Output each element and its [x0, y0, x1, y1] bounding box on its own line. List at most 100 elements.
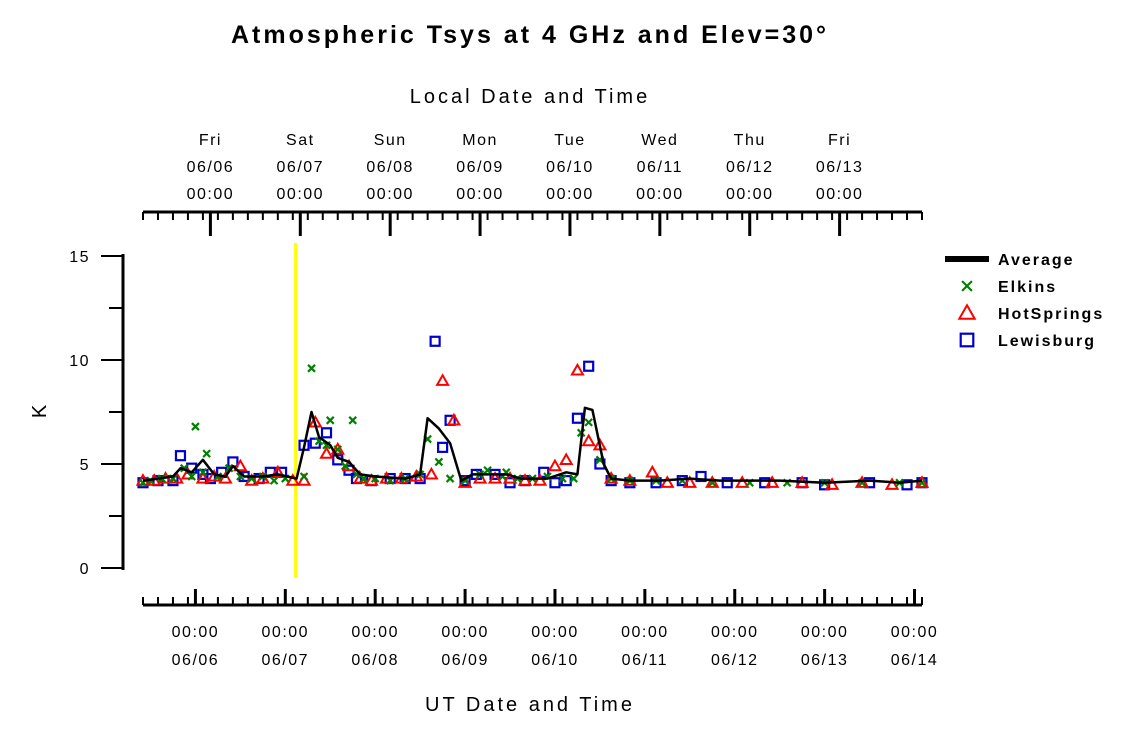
y-axis: 0 5 10 15 — [69, 249, 125, 578]
hotsprings-point — [517, 473, 533, 486]
hotsprings-point — [581, 433, 596, 447]
top-tick-time: 00:00 — [187, 186, 235, 203]
elkins-point — [299, 472, 309, 481]
x-stroke — [340, 461, 350, 471]
top-tick-day: Tue — [554, 132, 585, 149]
lewisburg-point — [174, 450, 187, 462]
hotsprings-point — [233, 458, 248, 472]
elkins-point — [224, 463, 234, 473]
top-tick-time: 00:00 — [546, 186, 594, 203]
hotsprings-point — [435, 373, 450, 386]
hotsprings-point — [570, 362, 585, 376]
hotsprings-point — [195, 471, 211, 484]
bottom-axis-title: UT Date and Time — [425, 694, 635, 716]
top-tick-day: Thu — [734, 132, 766, 149]
x-stroke — [445, 474, 455, 483]
bottom-axis: 00:00 06/06 00:00 06/07 00:00 06/08 00:00 06/09… — [142, 589, 939, 669]
hotsprings-point — [558, 452, 574, 465]
hotsprings-point — [705, 475, 720, 488]
plot-area — [135, 335, 930, 491]
chart-title: Atmospheric Tsys at 4 GHz and Elev=30° — [231, 21, 829, 49]
hotsprings-point — [502, 471, 518, 484]
hotsprings-point — [180, 466, 196, 480]
lewisburg-point — [538, 466, 550, 478]
top-tick-day: Sun — [374, 132, 407, 149]
series-average — [142, 406, 923, 484]
bottom-tick-date: 06/14 — [891, 652, 939, 669]
lewisburg-point — [320, 427, 333, 439]
hotsprings-point — [330, 441, 345, 455]
hotsprings-point — [532, 473, 548, 486]
hotsprings-point — [735, 475, 750, 488]
elkins-point — [191, 422, 200, 431]
top-tick-date: 06/09 — [456, 159, 504, 176]
y-tick-label: 15 — [69, 249, 90, 266]
bottom-tick-date: 06/10 — [531, 652, 579, 669]
bottom-tick-time: 00:00 — [172, 624, 220, 641]
elkins-point — [325, 416, 335, 425]
legend-marker-lewisburg — [959, 332, 975, 348]
hotsprings-point — [660, 475, 675, 488]
elkins-point — [340, 461, 350, 471]
x-stroke — [224, 463, 234, 473]
x-stroke — [584, 418, 593, 427]
elkins-point — [307, 364, 316, 373]
hotsprings-point — [446, 412, 462, 426]
x-stroke — [269, 476, 279, 485]
bottom-tick-time: 00:00 — [441, 624, 489, 641]
x-stroke — [558, 474, 567, 483]
top-tick-day: Fri — [199, 132, 222, 149]
elkins-point — [569, 474, 578, 483]
x-stroke — [213, 472, 223, 481]
y-tick-label: 0 — [80, 561, 90, 578]
bottom-tick-date: 06/11 — [622, 652, 668, 669]
legend-marker-elkins — [961, 280, 973, 292]
elkins-point — [198, 468, 208, 477]
top-tick-date: 06/13 — [816, 159, 864, 176]
hotsprings-point — [424, 466, 439, 480]
top-tick-day: Fri — [828, 132, 851, 149]
y-tick-label: 5 — [80, 457, 90, 474]
hotsprings-point — [487, 471, 503, 484]
top-tick-date: 06/07 — [277, 159, 325, 176]
top-tick-time: 00:00 — [816, 186, 864, 203]
lewisburg-point — [437, 441, 449, 453]
legend: Average Elkins HotSprings Lewisburg — [945, 252, 1102, 350]
lewisburg-point — [429, 335, 441, 347]
x-stroke — [348, 416, 358, 425]
x-stroke — [483, 465, 492, 475]
y-axis-title: K — [29, 402, 51, 418]
hotsprings-point — [285, 473, 301, 486]
x-stroke — [202, 449, 211, 458]
bottom-tick-date: 06/06 — [172, 652, 220, 669]
hotsprings-point — [764, 475, 780, 488]
x-stroke — [198, 468, 208, 477]
top-axis-title: Local Date and Time — [410, 86, 650, 108]
bottom-tick-time: 00:00 — [621, 624, 669, 641]
lewisburg-point — [695, 470, 707, 483]
top-tick-date: 06/06 — [187, 159, 235, 176]
legend-label-average: Average — [998, 252, 1075, 269]
bottom-tick-time: 00:00 — [531, 624, 579, 641]
hotsprings-point — [682, 475, 698, 488]
top-axis: Fri 06/06 00:00 Sat 06/07 00:00 Sun 06/08 00:00 M… — [142, 132, 923, 236]
lewisburg-point — [571, 412, 584, 424]
bottom-tick-time: 00:00 — [262, 624, 310, 641]
lewisburg-point — [583, 360, 595, 372]
top-tick-time: 00:00 — [366, 186, 414, 203]
lewisburg-point — [650, 477, 662, 489]
hotsprings-point — [884, 477, 900, 490]
legend-label-elkins: Elkins — [998, 279, 1057, 296]
average-line — [142, 406, 923, 484]
bottom-tick-date: 06/12 — [711, 652, 759, 669]
hotsprings-point — [270, 464, 286, 478]
bottom-tick-date: 06/07 — [262, 652, 310, 669]
top-tick-day: Mon — [462, 132, 498, 149]
top-tick-time: 00:00 — [726, 186, 774, 203]
x-stroke — [434, 457, 444, 467]
top-tick-time: 00:00 — [636, 186, 684, 203]
elkins-point — [269, 476, 279, 485]
elkins-point — [558, 474, 567, 483]
top-tick-date: 06/11 — [637, 159, 683, 176]
